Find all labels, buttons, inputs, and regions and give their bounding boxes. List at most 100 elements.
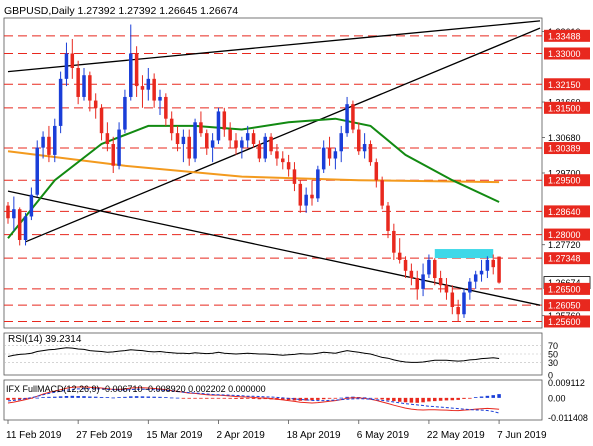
candle-body	[444, 285, 449, 293]
candle-body	[415, 278, 419, 289]
candle	[17, 207, 22, 246]
candle	[421, 263, 425, 297]
signal-line	[7, 388, 500, 414]
candle-body	[245, 133, 250, 141]
candle-body	[421, 274, 425, 289]
candle-body	[462, 292, 466, 315]
candle-body	[327, 147, 332, 159]
candle	[245, 125, 250, 148]
candle	[462, 288, 466, 318]
candle-body	[351, 104, 355, 130]
macd-bar	[473, 397, 478, 398]
candle	[88, 71, 92, 112]
macd-bar	[392, 397, 396, 402]
candle	[415, 270, 419, 300]
level-price-box	[544, 282, 590, 295]
candle	[164, 93, 168, 126]
macd-bar	[82, 396, 86, 398]
candle-body	[397, 252, 402, 260]
macd-bar	[397, 397, 402, 402]
candle	[339, 125, 343, 163]
candle	[345, 96, 349, 137]
candle-body	[386, 205, 390, 231]
macd-bar	[158, 396, 162, 398]
level-price-label: 1.31500	[548, 103, 581, 113]
macd-bar	[53, 396, 57, 398]
candle	[298, 180, 303, 213]
candle-body	[374, 162, 379, 181]
candle-body	[269, 136, 273, 152]
macd-bar	[456, 397, 460, 400]
candle-body	[345, 104, 349, 134]
chart-header: GBPUSD,Daily 1.27392 1.27392 1.26645 1.2…	[4, 5, 238, 17]
candle	[82, 67, 86, 101]
macd-bar	[222, 397, 227, 399]
candle-body	[205, 133, 209, 148]
macd-bar	[134, 396, 139, 398]
macd-bar	[286, 397, 291, 401]
candle-body	[152, 78, 156, 101]
candle-body	[433, 259, 437, 279]
level-price-label: 1.26500	[548, 284, 581, 294]
candle-body	[6, 205, 10, 219]
candle	[403, 256, 408, 279]
symbol-label: GBPUSD,Daily	[4, 5, 75, 17]
x-tick-label: 22 May 2019	[427, 430, 485, 441]
candle-body	[12, 209, 16, 219]
candle-body	[286, 162, 291, 170]
macd-tick-label: 0.009112	[548, 378, 585, 388]
macd-bar	[187, 397, 191, 399]
candle	[234, 133, 238, 155]
candle-body	[251, 133, 256, 145]
candle-body	[82, 75, 86, 97]
candle-body	[403, 259, 408, 271]
candle-body	[409, 270, 414, 279]
price-panel: 1.336101.316601.306801.297001.277201.257…	[3, 17, 591, 329]
candle-body	[473, 274, 478, 282]
level-price-box	[544, 252, 590, 265]
level-price-label: 1.32150	[548, 80, 581, 90]
candle	[433, 258, 437, 286]
moving-average-green	[7, 117, 500, 239]
macd-bar	[175, 397, 180, 399]
candle	[23, 212, 28, 246]
candle	[53, 118, 57, 163]
candle-body	[111, 144, 115, 166]
candle	[397, 238, 402, 264]
macd-bar	[427, 397, 431, 402]
candle	[175, 125, 180, 152]
candle-body	[169, 118, 174, 134]
candle	[286, 154, 291, 177]
macd-bar	[421, 397, 425, 403]
level-price-label: 1.33000	[548, 49, 581, 59]
candle-body	[187, 136, 191, 159]
candle-body	[380, 180, 384, 206]
rsi-level-label: 0	[548, 371, 553, 381]
candle-body	[228, 129, 232, 141]
candle-body	[485, 259, 490, 271]
macd-bar	[64, 396, 69, 398]
candle	[304, 187, 308, 213]
macd-bar	[210, 397, 215, 399]
candle	[210, 133, 215, 163]
level-price-box	[544, 101, 590, 114]
candle	[275, 144, 279, 166]
x-axis: 11 Feb 2019 27 Feb 2019 15 Mar 2019 2 Apr 2…	[6, 420, 547, 441]
candle-body	[240, 140, 244, 148]
candle	[485, 256, 490, 279]
level-price-label: 1.30389	[548, 144, 581, 154]
candle	[357, 122, 361, 155]
trend-line-channel-bottom	[25, 27, 541, 243]
candle	[35, 140, 39, 197]
macd-bar	[444, 397, 449, 401]
candle	[351, 100, 355, 134]
x-tick-label: 2 Apr 2019	[216, 430, 265, 441]
candle-body	[210, 140, 215, 148]
macd-bar	[47, 396, 51, 398]
level-price-box	[544, 315, 590, 328]
candle	[193, 118, 197, 163]
candle	[123, 89, 127, 134]
macd-bar	[146, 396, 151, 398]
